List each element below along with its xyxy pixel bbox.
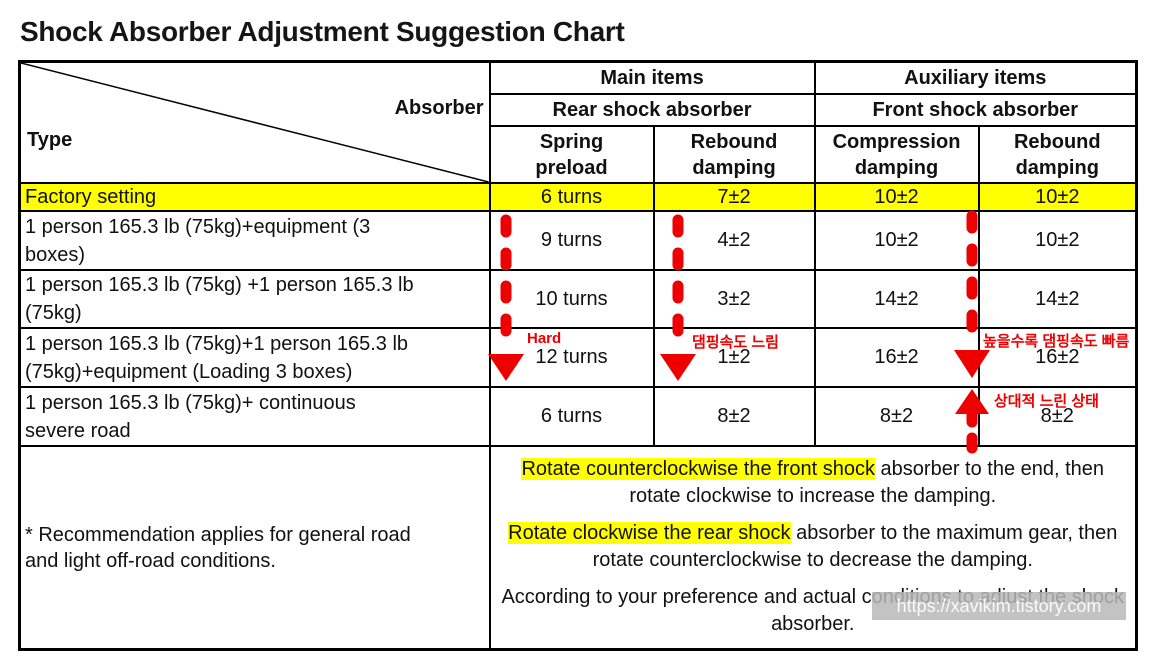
value-cell: 8±2 bbox=[813, 386, 980, 447]
type-cell: 1 person 165.3 lb (75kg)+1 person 165.3 … bbox=[18, 327, 491, 388]
instructions-cell: Rotate counterclockwise the front shock … bbox=[488, 445, 1138, 651]
value-cell: 12 turns bbox=[488, 327, 655, 388]
value-cell: 14±2 bbox=[977, 269, 1138, 329]
diagonal-divider bbox=[21, 63, 489, 182]
table-row-two-persons-equipment: 1 person 165.3 lb (75kg)+1 person 165.3 … bbox=[18, 327, 1138, 388]
value-cell: 10±2 bbox=[977, 210, 1138, 271]
instruction-highlight: Rotate counterclockwise the front shock bbox=[521, 458, 875, 480]
page-title: Shock Absorber Adjustment Suggestion Cha… bbox=[20, 16, 625, 47]
value-cell: 16±2 bbox=[977, 327, 1138, 388]
header-subgroup-row: Rear shock absorber Front shock absorber bbox=[20, 93, 1138, 127]
value-cell: 10±2 bbox=[977, 182, 1138, 212]
corner-cell: Absorber Type bbox=[18, 60, 491, 184]
value-cell: 8±2 bbox=[977, 386, 1138, 447]
table-row-two-persons: 1 person 165.3 lb (75kg) +1 person 165.3… bbox=[18, 269, 1138, 329]
value-cell: 6 turns bbox=[488, 182, 655, 212]
header-spring-preload: Spring preload bbox=[488, 125, 655, 184]
value-cell: 10±2 bbox=[813, 210, 980, 271]
table-row-one-person-equipment: 1 person 165.3 lb (75kg)+equipment (3 bo… bbox=[18, 210, 1138, 271]
table-footer-row: * Recommendation applies for general roa… bbox=[18, 445, 1138, 651]
value-cell: 4±2 bbox=[652, 210, 816, 271]
value-cell: 3±2 bbox=[652, 269, 816, 329]
header-main-items: Main items bbox=[488, 60, 816, 95]
value-cell: 16±2 bbox=[813, 327, 980, 388]
header-columns-row: Spring preload Rebound damping Compressi… bbox=[20, 125, 1138, 184]
value-cell: 10±2 bbox=[813, 182, 980, 212]
instruction-rest: absorber to the end, then rotate clockwi… bbox=[629, 458, 1105, 507]
severe-road-annotation-label: 상대적 느린 상태 bbox=[994, 393, 1099, 410]
value-cell: 6 turns bbox=[488, 386, 655, 447]
header-rear-rebound: Rebound damping bbox=[652, 125, 816, 184]
header-compression: Compression damping bbox=[813, 125, 980, 184]
watermark-url: https://xavikim.tistory.com bbox=[872, 592, 1126, 620]
instruction-rest: absorber to the maximum gear, then rotat… bbox=[592, 522, 1118, 571]
header-rear-shock: Rear shock absorber bbox=[488, 93, 816, 127]
recommendation-note: * Recommendation applies for general roa… bbox=[18, 445, 491, 651]
value-cell: 14±2 bbox=[813, 269, 980, 329]
value-cell: 10 turns bbox=[488, 269, 655, 329]
table-row-factory-setting: Factory setting 6 turns 7±2 10±2 10±2 bbox=[18, 182, 1138, 212]
value-cell: 7±2 bbox=[652, 182, 816, 212]
value-cell: 9 turns bbox=[488, 210, 655, 271]
instruction-rear-shock: Rotate clockwise the rear shock absorber… bbox=[495, 520, 1132, 574]
header-front-shock: Front shock absorber bbox=[813, 93, 1138, 127]
corner-absorber-label: Absorber bbox=[394, 97, 484, 119]
front-rebound-annotation-label: 높을수록 댐핑속도 빠름 bbox=[983, 333, 1130, 350]
header-auxiliary-items: Auxiliary items bbox=[813, 60, 1138, 95]
instruction-front-shock: Rotate counterclockwise the front shock … bbox=[495, 456, 1132, 510]
value-cell: 8±2 bbox=[652, 386, 816, 447]
header-group-row: Absorber Type Main items Auxiliary items bbox=[18, 60, 1138, 184]
rear-rebound-annotation-label: 댐핑속도 느림 bbox=[692, 334, 779, 351]
hard-annotation-label: Hard bbox=[527, 330, 562, 347]
header-front-rebound: Rebound damping bbox=[977, 125, 1138, 184]
adjustment-table: Absorber Type Main items Auxiliary items… bbox=[18, 60, 1139, 651]
table-row-severe-road: 1 person 165.3 lb (75kg)+ continuous sev… bbox=[18, 386, 1138, 447]
type-cell: Factory setting bbox=[18, 182, 491, 212]
instruction-highlight: Rotate clockwise the rear shock bbox=[508, 522, 791, 544]
type-cell: 1 person 165.3 lb (75kg)+equipment (3 bo… bbox=[18, 210, 491, 271]
type-cell: 1 person 165.3 lb (75kg)+ continuous sev… bbox=[18, 386, 491, 447]
type-cell: 1 person 165.3 lb (75kg) +1 person 165.3… bbox=[18, 269, 491, 329]
corner-type-label: Type bbox=[27, 129, 73, 151]
